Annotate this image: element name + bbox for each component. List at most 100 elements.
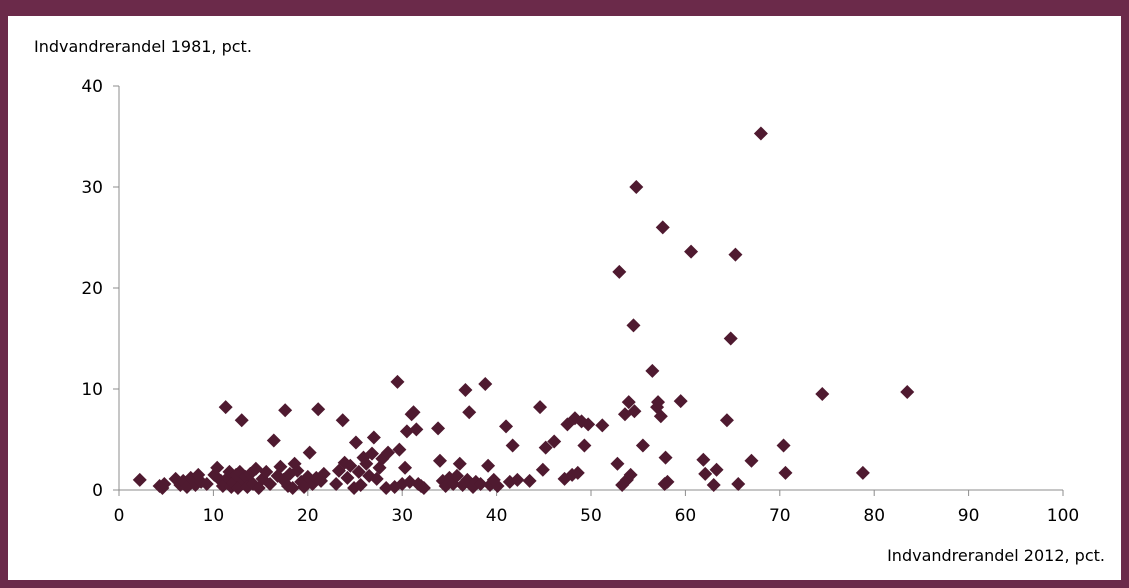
data-point: [535, 462, 550, 477]
y-tick-label: 30: [81, 178, 103, 198]
data-point: [709, 462, 724, 477]
data-point: [473, 476, 488, 491]
scatter-chart: Indvandrerandel 1981, pct. Indvandrerand…: [34, 37, 1105, 565]
data-point: [157, 476, 172, 491]
data-point: [778, 465, 793, 480]
data-point: [698, 466, 713, 481]
x-tick-label: 60: [675, 506, 697, 526]
data-point: [290, 463, 305, 478]
data-point: [248, 461, 263, 476]
data-point: [406, 405, 421, 420]
data-point: [311, 402, 326, 417]
x-axis-title: Indvandrerandel 2012, pct.: [887, 546, 1105, 565]
data-point: [533, 400, 548, 415]
axes: 0 10 20 30 40 0 10 20 30 40 50 60 70 80 90 100: [81, 77, 1079, 526]
data-point: [392, 442, 407, 457]
data-point: [645, 363, 660, 378]
data-point: [502, 474, 517, 489]
x-tick-label: 0: [114, 506, 125, 526]
data-point: [263, 476, 278, 491]
x-tick-label: 80: [863, 506, 885, 526]
data-point: [753, 126, 768, 141]
data-point: [627, 404, 642, 419]
data-point: [629, 180, 644, 194]
data-point: [505, 438, 520, 453]
data-point: [234, 413, 249, 428]
data-point: [684, 244, 699, 259]
data-point: [522, 473, 537, 488]
data-point: [369, 471, 384, 486]
data-point: [381, 445, 396, 460]
data-point: [218, 400, 233, 415]
data-point: [340, 470, 355, 485]
data-point: [744, 453, 759, 468]
data-point: [621, 395, 636, 410]
x-tick-label: 50: [580, 506, 602, 526]
x-tick-label: 90: [958, 506, 980, 526]
data-point: [452, 456, 467, 471]
x-tick-label: 40: [486, 506, 508, 526]
data-point: [399, 424, 414, 439]
data-point: [776, 438, 791, 453]
data-point: [329, 476, 344, 491]
data-point: [635, 438, 650, 453]
data-point: [210, 460, 225, 475]
data-point: [348, 435, 363, 450]
data-point: [259, 464, 274, 479]
data-point: [577, 438, 592, 453]
x-tick-label: 100: [1047, 506, 1079, 526]
x-tick-label: 20: [297, 506, 319, 526]
data-point: [626, 318, 641, 333]
data-point: [610, 456, 625, 471]
data-point: [431, 421, 446, 436]
data-point: [364, 446, 379, 461]
data-point: [538, 440, 553, 455]
data-point: [723, 331, 738, 346]
data-point: [343, 458, 358, 473]
data-point: [651, 395, 666, 410]
data-point: [653, 409, 668, 424]
data-point: [266, 433, 281, 448]
data-point: [199, 476, 214, 491]
data-point: [581, 417, 596, 432]
data-point: [416, 480, 431, 495]
data-point: [547, 434, 562, 449]
data-point: [673, 394, 688, 409]
data-point: [458, 383, 473, 398]
data-point: [623, 467, 638, 482]
data-point: [655, 220, 670, 235]
data-point: [316, 466, 331, 481]
data-point: [478, 376, 493, 391]
x-tick-label: 10: [203, 506, 225, 526]
data-point: [379, 480, 394, 495]
y-axis-title: Indvandrerandel 1981, pct.: [34, 37, 252, 56]
y-tick-label: 0: [92, 481, 103, 501]
data-point: [595, 418, 610, 433]
data-point: [449, 468, 464, 483]
data-point: [366, 430, 381, 445]
data-point: [302, 445, 317, 460]
data-point: [490, 478, 505, 493]
data-point: [731, 476, 746, 491]
data-point: [353, 477, 368, 492]
x-tick-label: 30: [391, 506, 413, 526]
data-point: [432, 453, 447, 468]
y-tick-label: 20: [81, 279, 103, 299]
data-point: [351, 464, 366, 479]
data-point: [706, 477, 721, 492]
data-point: [273, 459, 288, 474]
data-point: [719, 413, 734, 428]
data-point: [359, 456, 374, 471]
data-point: [855, 465, 870, 480]
data-point: [570, 465, 585, 480]
data-point: [900, 385, 915, 400]
data-point: [499, 419, 514, 434]
data-point: [815, 387, 830, 402]
chart-frame: Indvandrerandel 1981, pct. Indvandrerand…: [8, 16, 1121, 580]
data-point: [398, 460, 413, 475]
data-point: [278, 403, 293, 418]
data-point: [462, 405, 477, 420]
data-point: [481, 458, 496, 473]
data-point: [657, 476, 672, 491]
x-tick-label: 70: [769, 506, 791, 526]
